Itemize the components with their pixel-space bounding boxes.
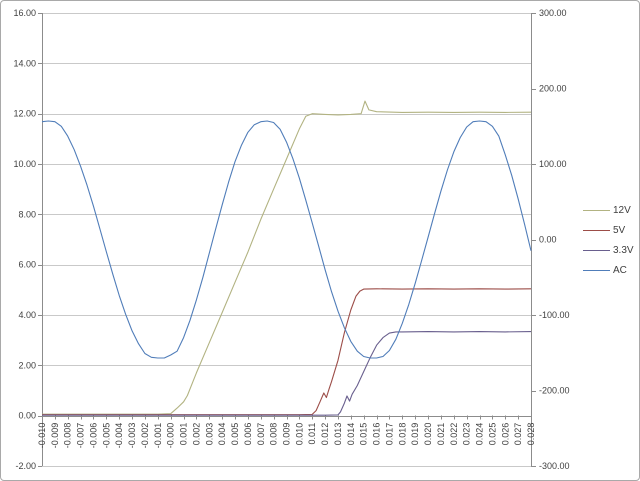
svg-text:0.010: 0.010 — [294, 423, 304, 446]
svg-text:-300.00: -300.00 — [539, 461, 570, 471]
svg-text:-0.003: -0.003 — [127, 423, 137, 449]
svg-text:-0.002: -0.002 — [140, 423, 150, 449]
svg-text:6.00: 6.00 — [18, 260, 36, 270]
svg-text:200.00: 200.00 — [539, 84, 567, 94]
svg-text:4.00: 4.00 — [18, 310, 36, 320]
svg-text:0.022: 0.022 — [449, 423, 459, 446]
svg-text:16.00: 16.00 — [13, 8, 36, 18]
svg-text:0.00: 0.00 — [539, 235, 557, 245]
svg-text:0.024: 0.024 — [475, 423, 485, 446]
svg-text:0.019: 0.019 — [410, 423, 420, 446]
svg-text:0.013: 0.013 — [333, 423, 343, 446]
svg-text:0.007: 0.007 — [256, 423, 266, 446]
svg-text:0.027: 0.027 — [513, 423, 523, 446]
legend-line-swatch-12v — [583, 210, 610, 211]
legend-line-swatch-ac — [583, 270, 610, 271]
legend-item-3v3: 3.3V — [583, 244, 639, 257]
legend-label-5v: 5V — [613, 225, 626, 236]
svg-text:0.025: 0.025 — [487, 423, 497, 446]
svg-text:0.012: 0.012 — [320, 423, 330, 446]
svg-text:0.002: 0.002 — [191, 423, 201, 446]
svg-text:12.00: 12.00 — [13, 109, 36, 119]
svg-text:-100.00: -100.00 — [539, 310, 570, 320]
svg-text:0.005: 0.005 — [230, 423, 240, 446]
legend-label-3v3: 3.3V — [613, 245, 634, 256]
svg-text:-0.000: -0.000 — [166, 423, 176, 449]
legend-line-swatch-3v3 — [583, 250, 610, 251]
svg-text:2.00: 2.00 — [18, 360, 36, 370]
svg-text:0.006: 0.006 — [243, 423, 253, 446]
svg-text:300.00: 300.00 — [539, 8, 567, 18]
legend-label-12v: 12V — [613, 205, 631, 216]
svg-text:-0.008: -0.008 — [63, 423, 73, 449]
svg-text:0.028: 0.028 — [526, 423, 536, 446]
svg-text:0.014: 0.014 — [346, 423, 356, 446]
svg-text:-0.005: -0.005 — [101, 423, 111, 449]
svg-text:-0.010: -0.010 — [37, 423, 47, 449]
svg-text:8.00: 8.00 — [18, 209, 36, 219]
svg-text:14.00: 14.00 — [13, 58, 36, 68]
svg-text:0.026: 0.026 — [500, 423, 510, 446]
legend-item-ac: AC — [583, 264, 639, 277]
svg-text:-0.006: -0.006 — [88, 423, 98, 449]
svg-text:0.008: 0.008 — [269, 423, 279, 446]
svg-text:0.00: 0.00 — [18, 411, 36, 421]
svg-text:-2.00: -2.00 — [15, 461, 36, 471]
legend-item-5v: 5V — [583, 224, 639, 237]
svg-text:0.020: 0.020 — [423, 423, 433, 446]
svg-text:-200.00: -200.00 — [539, 386, 570, 396]
svg-text:-0.004: -0.004 — [114, 423, 124, 449]
svg-text:-0.001: -0.001 — [153, 423, 163, 449]
svg-text:0.021: 0.021 — [436, 423, 446, 446]
legend-line-swatch-5v — [583, 230, 610, 231]
svg-text:0.023: 0.023 — [462, 423, 472, 446]
legend-item-12v: 12V — [583, 204, 639, 217]
svg-text:0.003: 0.003 — [204, 423, 214, 446]
svg-text:0.011: 0.011 — [307, 423, 317, 445]
svg-text:0.004: 0.004 — [217, 423, 227, 446]
svg-text:0.001: 0.001 — [179, 423, 189, 446]
svg-text:-0.009: -0.009 — [50, 423, 60, 449]
svg-text:0.017: 0.017 — [384, 423, 394, 446]
svg-text:0.015: 0.015 — [359, 423, 369, 446]
chart-legend: 12V 5V 3.3V AC — [583, 204, 639, 284]
svg-text:10.00: 10.00 — [13, 159, 36, 169]
legend-label-ac: AC — [613, 265, 627, 276]
svg-text:-0.007: -0.007 — [76, 423, 86, 449]
svg-text:100.00: 100.00 — [539, 159, 567, 169]
svg-text:0.018: 0.018 — [397, 423, 407, 446]
svg-text:0.016: 0.016 — [372, 423, 382, 446]
svg-text:0.009: 0.009 — [282, 423, 292, 446]
